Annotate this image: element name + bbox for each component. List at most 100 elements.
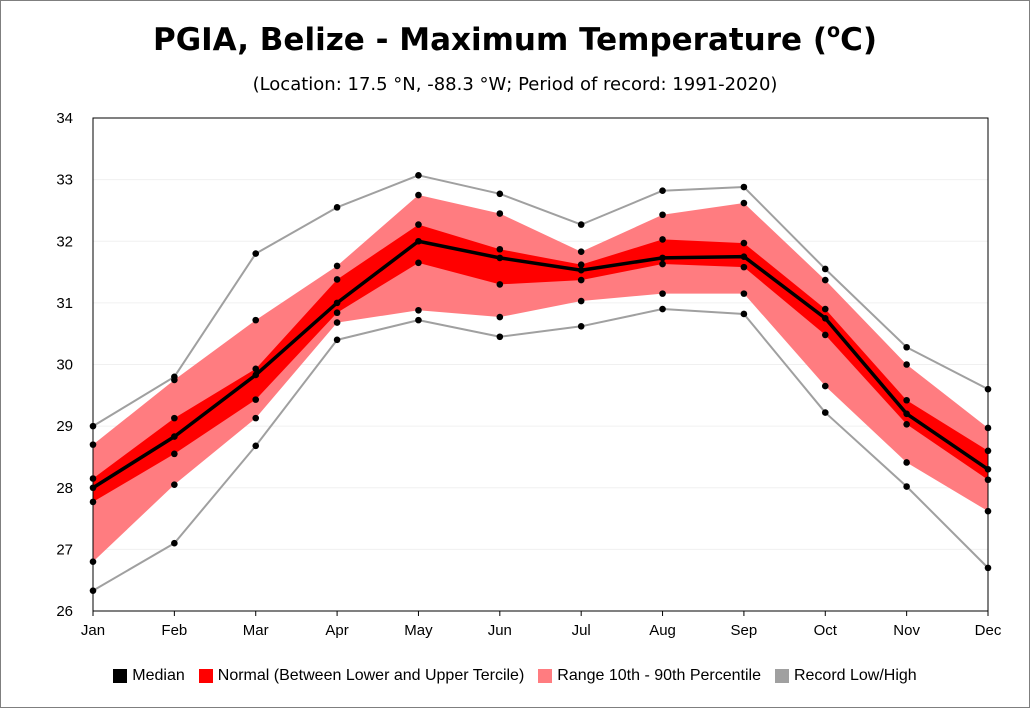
upper-tercile-point [903,396,910,404]
p10-point [821,382,829,390]
y-axis-ticks: 26 27 28 29 30 31 32 33 34 [56,110,73,620]
median-point [496,254,504,262]
y-tick-label: 33 [56,172,73,189]
median-line [92,239,989,490]
p10-point [740,290,748,297]
p90-point [496,210,504,217]
legend-label-record: Record Low/High [793,667,917,684]
p10-point [171,481,178,488]
median-point [740,253,748,260]
p10-point [659,290,666,297]
lower-tercile-point [415,259,422,267]
lower-tercile-point [171,450,178,458]
tercile-normal-band [93,224,988,502]
bands [93,195,988,562]
p90-point [740,199,748,207]
plot-border [92,117,989,612]
y-tick-label: 30 [56,357,73,374]
median-point [903,410,910,418]
record-low-point [659,305,666,313]
y-tick-label: 31 [56,295,73,312]
x-tick-label: May [404,622,433,639]
lower-tercile-point [821,331,829,339]
x-tick-label: Jun [488,622,512,639]
upper-tercile-point [821,305,829,313]
chart-title: PGIA, Belize - Maximum Temperature (oC) [0,20,1030,59]
legend-item-normal: Normal (Between Lower and Upper Tercile) [198,667,524,685]
record-low-point [496,333,504,341]
upper-tercile-point [252,365,260,373]
data-points [89,172,992,594]
record-high-point [252,250,260,257]
p90-point [252,316,260,324]
median-point [659,254,666,262]
legend-item-median: Median [113,667,185,685]
title-unit: C) [840,22,878,58]
p10-point [252,414,260,422]
p90-point [171,376,178,384]
upper-tercile-point [577,261,585,268]
record-low-point [903,483,910,490]
y-tick-label: 32 [56,233,73,250]
legend-swatch-normal [198,669,213,683]
y-tick-label: 27 [56,541,73,558]
lower-tercile-point [577,276,585,284]
legend-item-range: Range 10th - 90th Percentile [538,667,761,685]
p10-point [415,306,422,314]
y-tick-label: 29 [56,418,73,435]
x-axis-ticks: Jan Feb Mar Apr May Jun Jul Aug Sep Oct Nov Dec [81,611,1002,639]
y-tick-label: 28 [56,480,73,497]
record-high-line [92,174,989,427]
chart-subtitle: (Location: 17.5 °N, -88.3 °W; Period of … [252,74,778,95]
y-tick-label: 34 [56,110,73,127]
x-tick-label: Apr [325,622,348,639]
y-tick-label: 26 [56,603,73,620]
record-high-point [821,265,829,273]
upper-tercile-point [496,245,504,253]
record-low-point [171,539,178,547]
x-tick-label: Feb [161,622,187,639]
x-tick-label: Jan [81,622,105,639]
record-high-point [659,187,666,195]
lower-tercile-point [333,309,341,317]
record-high-point [333,204,341,211]
x-tick-label: Jul [572,622,591,639]
upper-tercile-point [333,276,341,283]
lower-tercile-point [252,396,260,403]
x-tick-label: Sep [731,622,758,639]
p10-point [903,459,910,466]
p10-point [577,297,585,305]
percentile-range-band [93,195,988,562]
x-tick-label: Mar [243,622,269,639]
lower-tercile-point [903,420,910,428]
median-point [252,371,260,379]
upper-tercile-point [740,239,748,247]
median-point [577,266,585,274]
record-low-point [740,310,748,318]
lower-tercile-point [496,281,504,288]
legend-label-median: Median [132,667,185,684]
legend-label-range: Range 10th - 90th Percentile [557,667,761,684]
p90-point [659,211,666,219]
lines [92,174,989,592]
title-text: PGIA, Belize - Maximum Temperature ( [152,22,828,58]
upper-tercile-point [415,221,422,228]
record-low-point [415,316,422,324]
p90-point [577,248,585,256]
upper-tercile-point [171,414,178,422]
x-tick-label: Dec [975,622,1002,639]
median-point [171,433,178,440]
record-high-point [496,190,504,198]
title-degree-sup: o [827,20,841,42]
record-low-point [577,322,585,330]
x-tick-label: Aug [649,622,676,639]
p90-point [333,262,341,270]
legend-swatch-record [774,669,789,683]
p90-point [903,361,910,368]
median-point [333,299,341,307]
lower-tercile-point [740,263,748,271]
record-low-point [333,336,341,344]
record-high-point [740,183,748,191]
record-high-point [903,343,910,351]
